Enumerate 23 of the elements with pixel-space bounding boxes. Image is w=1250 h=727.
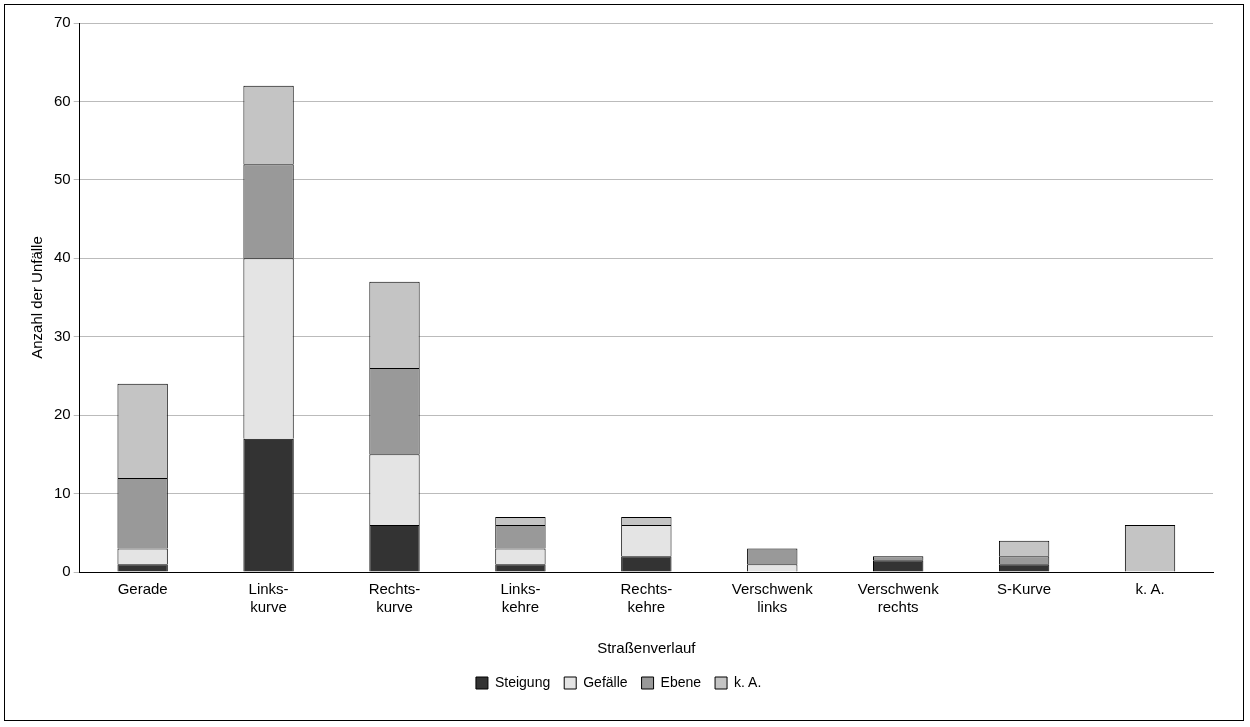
y-tick-label: 70 (54, 13, 71, 31)
legend-label: Ebene (660, 673, 702, 690)
y-tick-label: 10 (54, 483, 71, 501)
y-axis-title: Anzahl der Unfälle (28, 236, 46, 359)
x-tick-label: S-Kurve (997, 580, 1052, 598)
x-tick-label: Rechts- kurve (368, 580, 421, 616)
y-tick-label: 60 (54, 91, 71, 109)
y-tick-label: 20 (54, 405, 71, 423)
x-axis-title: Straßenverlauf (597, 639, 697, 657)
x-tick-label: Verschwenk links (731, 580, 814, 616)
legend-label: Gefälle (583, 673, 628, 690)
x-tick-label: k. A. (1135, 580, 1165, 598)
x-tick-label: Verschwenk rechts (857, 580, 940, 616)
x-tick-label: Links- kehre (500, 580, 541, 616)
legend-label: k. A. (734, 673, 762, 690)
x-tick-label: Rechts- kehre (620, 580, 673, 616)
legend-label: Steigung (494, 673, 551, 690)
y-tick-label: 40 (54, 248, 71, 266)
y-tick-label: 0 (62, 562, 71, 580)
y-tick-label: 30 (54, 326, 71, 344)
y-tick-label: 50 (54, 170, 71, 187)
x-tick-label: Gerade (117, 580, 168, 598)
x-tick-label: Links- kurve (248, 580, 289, 616)
